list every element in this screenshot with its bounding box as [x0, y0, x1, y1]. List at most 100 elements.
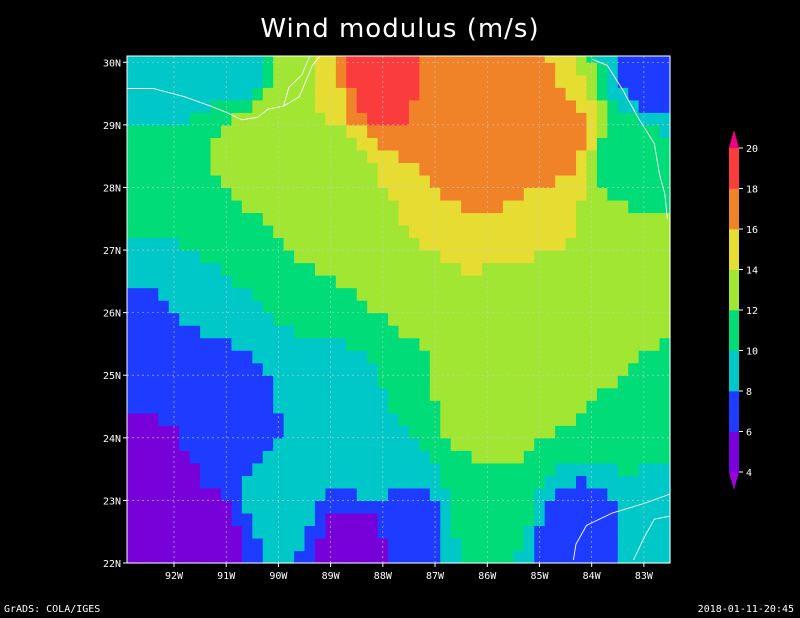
field-cell	[607, 287, 619, 301]
field-cell	[388, 525, 400, 539]
field-cell	[659, 212, 671, 226]
field-cell	[596, 237, 608, 251]
field-cell	[210, 362, 222, 376]
field-cell	[576, 74, 588, 88]
field-cell	[555, 462, 567, 476]
credit-label: GrADS: COLA/IGES	[4, 604, 101, 615]
field-cell	[273, 237, 285, 251]
field-cell	[628, 124, 640, 138]
field-cell	[137, 199, 149, 214]
field-cell	[523, 87, 535, 101]
field-cell	[346, 450, 358, 464]
field-cell	[659, 462, 671, 476]
field-cell	[649, 225, 661, 239]
field-cell	[523, 550, 535, 564]
field-cell	[304, 199, 316, 214]
field-cell	[335, 149, 347, 164]
field-cell	[388, 500, 400, 514]
field-cell	[534, 412, 546, 426]
field-cell	[628, 174, 640, 189]
field-cell	[147, 250, 159, 264]
field-cell	[408, 74, 420, 88]
field-cell	[294, 149, 306, 164]
field-cell	[356, 450, 368, 464]
field-cell	[617, 162, 629, 176]
field-cell	[388, 137, 400, 151]
field-cell	[607, 250, 619, 264]
field-cell	[492, 124, 504, 138]
field-cell	[565, 275, 577, 289]
field-cell	[283, 237, 295, 251]
field-cell	[492, 512, 504, 527]
field-cell	[304, 225, 316, 239]
field-cell	[262, 137, 274, 151]
field-cell	[252, 162, 264, 176]
field-cell	[450, 450, 462, 464]
field-cell	[241, 99, 253, 113]
field-cell	[294, 56, 306, 63]
field-cell	[659, 262, 671, 276]
field-cell	[659, 350, 671, 364]
field-cell	[241, 350, 253, 364]
field-cell	[576, 87, 588, 101]
field-cell	[398, 387, 410, 401]
field-cell	[231, 437, 243, 451]
field-cell	[388, 462, 400, 476]
field-cell	[179, 74, 191, 88]
field-cell	[544, 250, 556, 264]
field-cell	[314, 99, 326, 113]
field-cell	[398, 250, 410, 264]
field-cell	[147, 337, 159, 351]
field-cell	[314, 275, 326, 289]
field-cell	[596, 425, 608, 439]
field-cell	[356, 187, 368, 201]
field-cell	[210, 500, 222, 514]
field-cell	[304, 187, 316, 201]
field-cell	[492, 212, 504, 226]
field-cell	[576, 275, 588, 289]
field-cell	[158, 262, 170, 276]
field-cell	[523, 99, 535, 113]
field-cell	[482, 300, 494, 314]
field-cell	[565, 437, 577, 451]
field-cell	[231, 262, 243, 276]
field-cell	[314, 174, 326, 189]
field-cell	[304, 512, 316, 527]
field-cell	[649, 525, 661, 539]
field-cell	[283, 56, 295, 63]
field-cell	[607, 387, 619, 401]
field-cell	[617, 149, 629, 164]
field-cell	[502, 437, 514, 451]
field-cell	[273, 487, 285, 502]
field-cell	[158, 550, 170, 564]
field-cell	[617, 500, 629, 514]
field-cell	[408, 137, 420, 151]
field-cell	[200, 425, 212, 439]
field-cell	[513, 350, 525, 364]
field-cell	[200, 262, 212, 276]
field-cell	[450, 199, 462, 214]
field-cell	[179, 412, 191, 426]
field-cell	[565, 287, 577, 301]
field-cell	[367, 400, 379, 414]
colorbar-segment	[729, 350, 739, 392]
field-cell	[659, 87, 671, 101]
field-cell	[461, 187, 473, 201]
field-cell	[471, 212, 483, 226]
field-cell	[377, 450, 389, 464]
field-cell	[596, 262, 608, 276]
field-cell	[492, 537, 504, 552]
field-cell	[158, 174, 170, 189]
field-cell	[607, 312, 619, 326]
field-cell	[565, 462, 577, 476]
field-cell	[147, 550, 159, 564]
field-cell	[252, 287, 264, 301]
field-cell	[398, 187, 410, 201]
field-cell	[304, 137, 316, 151]
field-cell	[398, 375, 410, 389]
field-cell	[273, 262, 285, 276]
field-cell	[513, 312, 525, 326]
field-cell	[179, 56, 191, 63]
field-cell	[565, 237, 577, 251]
x-tick-label: 84W	[583, 571, 602, 582]
